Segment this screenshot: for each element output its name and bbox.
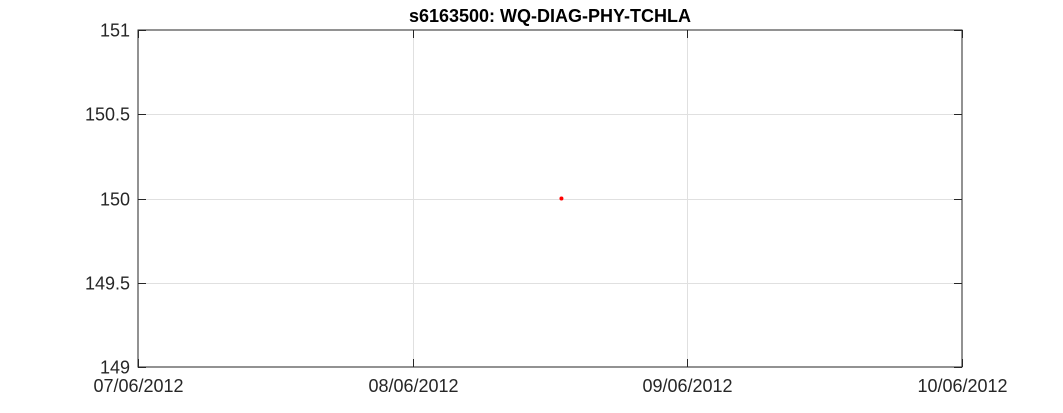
- x-tick-labels: 07/06/2012 08/06/2012 09/06/2012 10/06/2012: [93, 376, 1007, 396]
- axis-ticks: [138, 30, 963, 368]
- x-tick-label: 10/06/2012: [917, 376, 1007, 396]
- y-tick-label: 149: [100, 358, 130, 378]
- plot-frame: [137, 29, 963, 368]
- x-tick-label: 08/06/2012: [368, 376, 458, 396]
- data-points: [559, 196, 564, 201]
- data-point: [559, 196, 564, 201]
- y-tick-label: 151: [100, 21, 130, 41]
- x-tick-label: 07/06/2012: [93, 376, 183, 396]
- y-tick-label: 149.5: [85, 274, 130, 294]
- grid-lines: [138, 30, 962, 367]
- y-tick-labels: 149 149.5 150 150.5 151: [85, 21, 130, 378]
- y-tick-label: 150: [100, 190, 130, 210]
- x-tick-label: 09/06/2012: [642, 376, 732, 396]
- y-tick-label: 150.5: [85, 105, 130, 125]
- plot-area: [138, 30, 962, 367]
- chart-title: s6163500: WQ-DIAG-PHY-TCHLA: [409, 6, 691, 26]
